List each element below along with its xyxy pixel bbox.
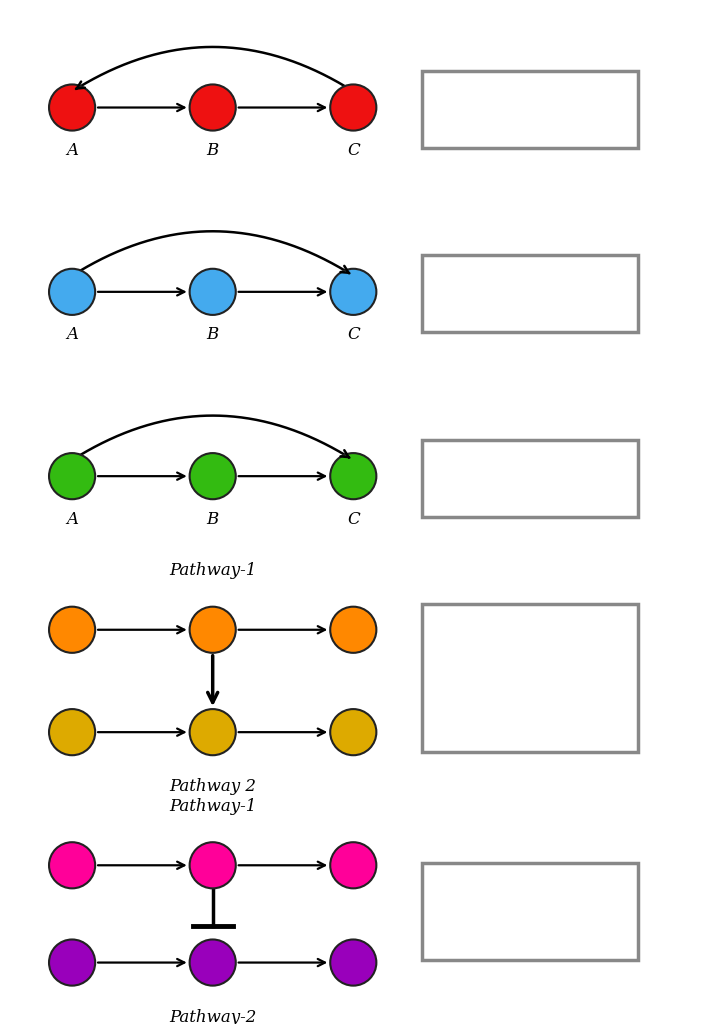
Ellipse shape [190,709,236,756]
Ellipse shape [190,842,236,889]
Bar [422,72,638,147]
Ellipse shape [190,84,236,131]
Text: B: B [207,142,218,159]
Ellipse shape [190,606,236,653]
Ellipse shape [190,268,236,315]
Ellipse shape [190,939,236,986]
Text: Pathway 2: Pathway 2 [169,778,256,796]
Bar [422,862,638,961]
Text: A: A [66,511,78,527]
Bar [422,440,638,516]
Text: Pathway-1: Pathway-1 [169,562,257,579]
Text: B: B [207,327,218,343]
Text: Pathway-1: Pathway-1 [169,798,257,814]
Text: Pathway-2: Pathway-2 [169,1009,257,1024]
Bar [422,256,638,332]
Bar [422,604,638,752]
Ellipse shape [49,842,95,889]
Ellipse shape [49,84,95,131]
Ellipse shape [49,453,95,500]
Ellipse shape [330,939,376,986]
Ellipse shape [330,84,376,131]
Ellipse shape [330,606,376,653]
Ellipse shape [49,606,95,653]
Ellipse shape [49,939,95,986]
Ellipse shape [330,709,376,756]
Ellipse shape [49,709,95,756]
Ellipse shape [330,453,376,500]
Text: A: A [66,327,78,343]
Ellipse shape [330,268,376,315]
Text: B: B [207,511,218,527]
Ellipse shape [190,453,236,500]
Text: C: C [347,327,360,343]
Text: A: A [66,142,78,159]
Text: C: C [347,142,360,159]
Text: C: C [347,511,360,527]
Ellipse shape [330,842,376,889]
Ellipse shape [49,268,95,315]
